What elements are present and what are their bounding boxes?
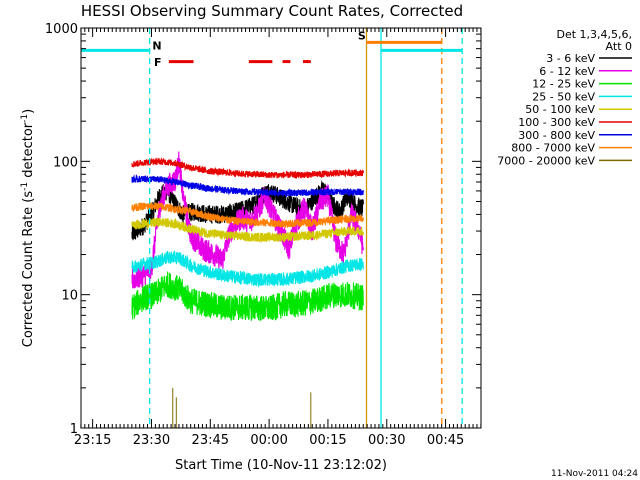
x-axis-label: Start Time (10-Nov-11 23:12:02) — [175, 458, 387, 473]
flag-s: S — [358, 29, 366, 42]
x-tick-label: 23:15 — [74, 433, 111, 448]
series-100-300-kev — [131, 157, 364, 179]
legend-label-3-6-kev: 3 - 6 keV — [546, 52, 595, 65]
legend-label-50-100-kev: 50 - 100 keV — [525, 103, 595, 116]
marker-layer: NF S — [81, 28, 463, 428]
legend-header: Det 1,3,4,5,6, — [556, 28, 632, 41]
series-6-12-kev — [131, 151, 364, 289]
y-axis-label: Corrected Count Rate (s-1 detector-1) — [20, 109, 36, 347]
x-tick-label: 00:30 — [368, 433, 405, 448]
legend-label-7000-20000-kev: 7000 - 20000 keV — [497, 154, 595, 167]
chart-title: HESSI Observing Summary Count Rates, Cor… — [81, 2, 463, 20]
y-tick-label: 1000 — [45, 22, 78, 37]
x-tick-label: 00:15 — [309, 433, 346, 448]
legend-header: Att 0 — [606, 40, 632, 53]
flag-n: N — [152, 39, 161, 52]
axis-layer: 23:15 23:30 23:45 00:00 00:15 00:30 00:45 1 10 10… — [45, 22, 482, 448]
series-50-100-kev — [131, 217, 364, 244]
series-300-800-kev — [131, 174, 364, 198]
legend-label-300-800-kev: 300 - 800 keV — [518, 129, 595, 142]
x-tick-label: 00:00 — [250, 433, 287, 448]
series-layer — [131, 151, 364, 428]
y-tick-label: 1 — [70, 422, 78, 437]
x-tick-label: 23:45 — [192, 433, 229, 448]
x-tick-label: 23:30 — [133, 433, 170, 448]
legend-label-6-12-kev: 6 - 12 keV — [539, 65, 595, 78]
series-25-50-kev — [131, 250, 364, 288]
series-12-25-kev — [131, 271, 364, 321]
flag-f: F — [154, 56, 162, 69]
legend-label-800-7000-kev: 800 - 7000 keV — [511, 142, 595, 155]
x-tick-label: 00:45 — [427, 433, 464, 448]
y-tick-label: 100 — [53, 155, 78, 170]
legend-label-100-300-kev: 100 - 300 keV — [518, 116, 595, 129]
series-800-7000-kev — [131, 202, 364, 228]
legend-label-25-50-kev: 25 - 50 keV — [532, 90, 595, 103]
legend-label-12-25-kev: 12 - 25 keV — [532, 78, 595, 91]
generation-timestamp: 11-Nov-2011 04:24 — [551, 469, 638, 479]
y-tick-label: 10 — [61, 289, 78, 304]
